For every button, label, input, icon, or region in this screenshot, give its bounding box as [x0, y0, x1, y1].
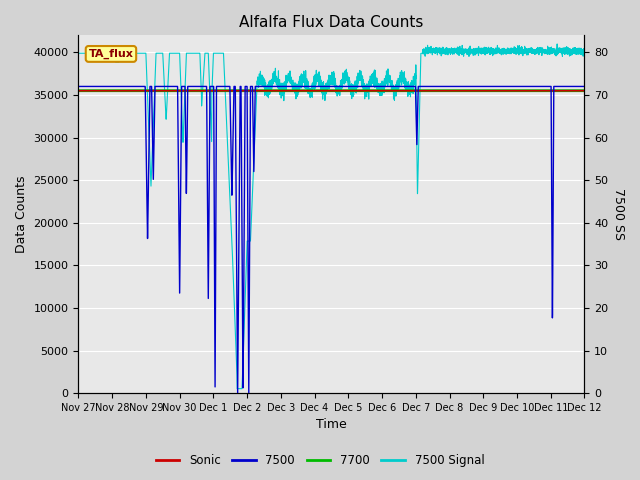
Y-axis label: Data Counts: Data Counts: [15, 176, 28, 253]
Text: TA_flux: TA_flux: [88, 49, 133, 59]
Legend: Sonic, 7500, 7700, 7500 Signal: Sonic, 7500, 7700, 7500 Signal: [151, 449, 489, 472]
Y-axis label: 7500 SS: 7500 SS: [612, 188, 625, 240]
Title: Alfalfa Flux Data Counts: Alfalfa Flux Data Counts: [239, 15, 424, 30]
X-axis label: Time: Time: [316, 419, 347, 432]
